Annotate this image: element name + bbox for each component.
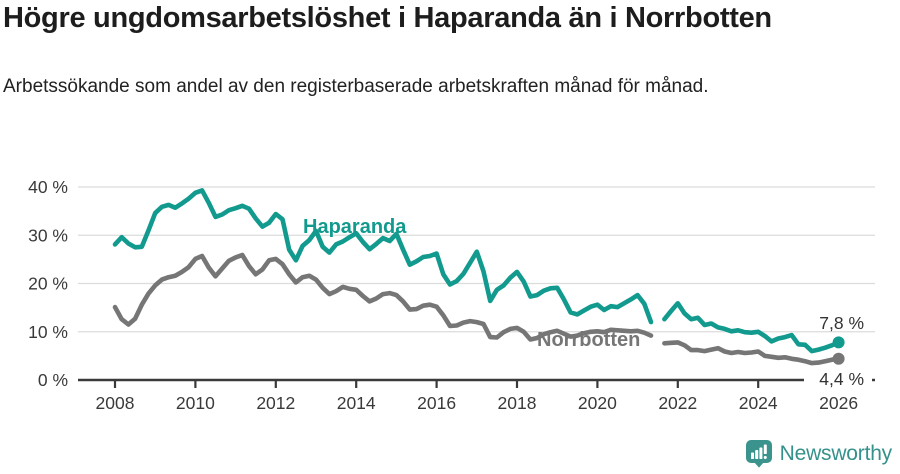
norrbotten-line (112, 252, 654, 342)
x-tick-label: 2014 (337, 393, 376, 413)
haparanda-end-dot (832, 336, 845, 349)
x-tick-label: 2012 (256, 393, 295, 413)
x-tick-label: 2026 (819, 393, 858, 413)
x-tick-label: 2020 (578, 393, 617, 413)
brand-wordmark: Newsworthy (779, 441, 893, 465)
norrbotten-line (662, 340, 841, 366)
newsworthy-bubble-chart-icon (745, 440, 772, 468)
norrbotten-end-label: 4,4 % (819, 369, 864, 389)
x-tick-label: 2022 (658, 393, 697, 413)
norrbotten-end-dot (832, 352, 845, 365)
newsworthy-logo[interactable]: Newsworthy (745, 439, 892, 468)
page-title: Högre ungdomsarbetslöshet i Haparanda än… (3, 2, 772, 34)
y-tick-label: 0 % (38, 370, 68, 390)
x-tick-label: 2018 (498, 393, 537, 413)
y-tick-label: 30 % (28, 225, 68, 245)
haparanda-line (662, 301, 841, 354)
y-tick-label: 40 % (28, 177, 68, 197)
x-tick-label: 2008 (96, 393, 135, 413)
haparanda-end-label: 7,8 % (819, 313, 864, 333)
norrbotten-series-label: Norrbotten (537, 329, 640, 351)
haparanda-line (112, 188, 654, 325)
unemployment-line-chart: 0 % 10 % 20 % 30 % 40 % 2008 2010 2012 2014 2016 2… (28, 177, 875, 413)
end-label-bg (804, 367, 872, 389)
page-subtitle: Arbetssökande som andel av den registerb… (3, 76, 709, 97)
haparanda-series-label: Haparanda (303, 216, 407, 238)
x-tick-label: 2024 (739, 393, 778, 413)
y-tick-label: 10 % (28, 322, 68, 342)
y-tick-label: 20 % (28, 274, 68, 294)
x-tick-label: 2016 (417, 393, 456, 413)
x-tick-label: 2010 (176, 393, 215, 413)
